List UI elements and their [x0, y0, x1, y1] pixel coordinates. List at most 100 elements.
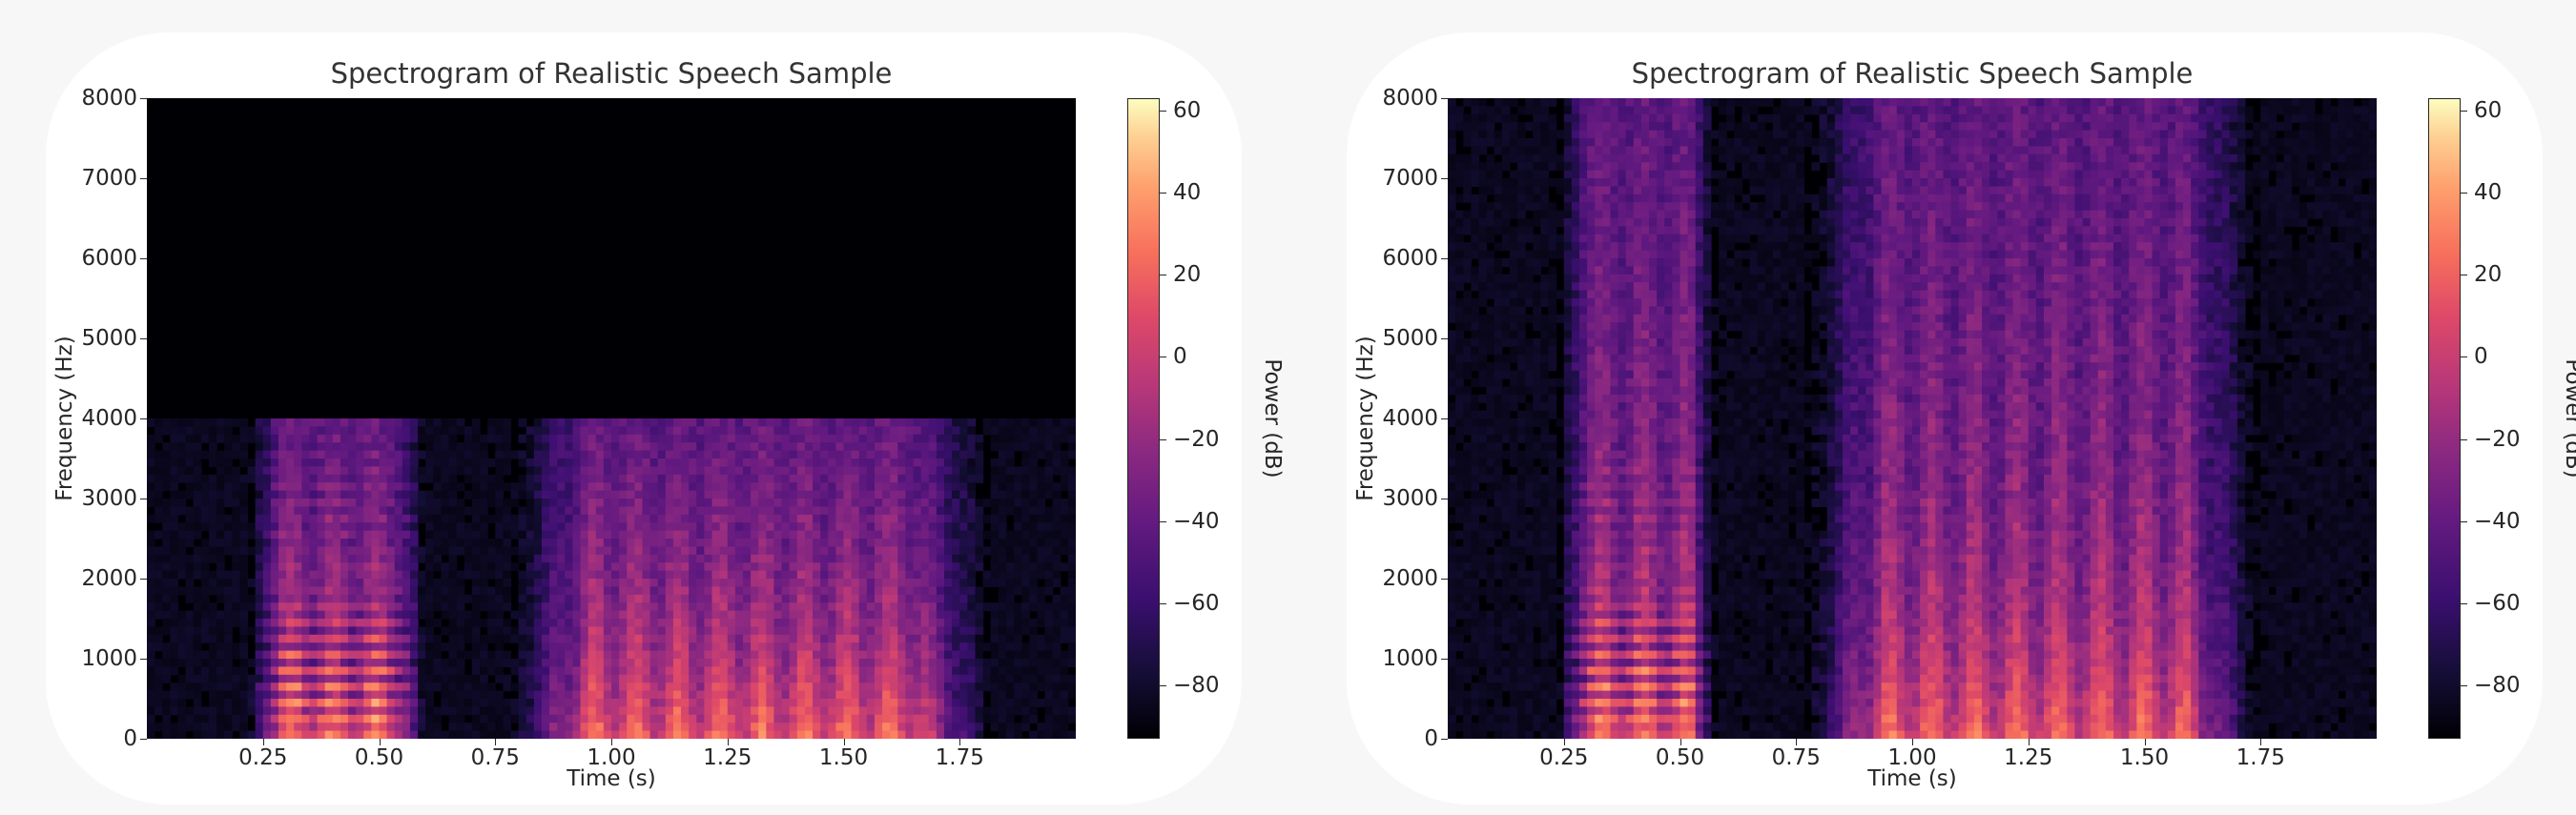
- heatmap-cell: [510, 659, 520, 667]
- heatmap-cell: [734, 539, 744, 547]
- heatmap-cell: [642, 683, 651, 692]
- heatmap-cell: [557, 482, 566, 492]
- heatmap-cell: [920, 570, 930, 580]
- heatmap-cell: [928, 570, 938, 580]
- heatmap-cell: [1029, 706, 1039, 716]
- heatmap-cell: [580, 699, 589, 707]
- heatmap-cell: [603, 442, 612, 452]
- heatmap-cell: [796, 674, 806, 683]
- heatmap-cell: [603, 522, 612, 532]
- heatmap-cell: [627, 546, 635, 556]
- heatmap-cell: [356, 706, 364, 716]
- heatmap-cell: [340, 562, 349, 572]
- heatmap-cell: [959, 602, 968, 612]
- heatmap-cell: [433, 706, 443, 716]
- heatmap-cell: [448, 730, 458, 739]
- heatmap-cell: [510, 522, 520, 532]
- heatmap-cell: [1060, 619, 1069, 627]
- heatmap-cell: [758, 699, 767, 707]
- heatmap-cell: [278, 458, 287, 467]
- heatmap-cell: [162, 674, 171, 683]
- heatmap-cell: [533, 602, 543, 612]
- heatmap-cell: [1455, 554, 1464, 563]
- heatmap-cell: [1471, 418, 1480, 427]
- heatmap-cell: [587, 626, 597, 636]
- heatmap-cell: [657, 659, 667, 667]
- heatmap-cell: [1463, 499, 1472, 507]
- heatmap-cell: [425, 506, 434, 516]
- heatmap-cell: [309, 570, 319, 580]
- heatmap-cell: [1029, 539, 1039, 547]
- heatmap-cell: [471, 466, 481, 476]
- heatmap-cell: [565, 650, 574, 660]
- heatmap-cell: [193, 594, 202, 603]
- heatmap-cell: [789, 674, 798, 683]
- heatmap-cell: [796, 418, 806, 427]
- heatmap-cell: [155, 426, 163, 436]
- heatmap-cell: [487, 514, 496, 523]
- x-tick: [379, 739, 381, 745]
- heatmap-cell: [487, 434, 496, 443]
- heatmap-cell: [1455, 579, 1464, 587]
- heatmap-cell: [773, 634, 783, 643]
- heatmap-cell: [681, 514, 690, 523]
- heatmap-cell: [796, 626, 806, 636]
- heatmap-cell: [1463, 402, 1472, 412]
- heatmap-cell: [262, 594, 272, 603]
- heatmap-cell: [572, 659, 582, 667]
- heatmap-cell: [766, 619, 775, 627]
- heatmap-cell: [1463, 730, 1472, 739]
- x-tick: [611, 739, 612, 745]
- heatmap-cell: [928, 499, 938, 507]
- heatmap-cell: [959, 450, 968, 459]
- heatmap-cell: [580, 690, 589, 700]
- heatmap-cell: [526, 634, 535, 643]
- heatmap-cell: [557, 546, 566, 556]
- heatmap-cell: [208, 482, 217, 492]
- heatmap-cell: [1014, 554, 1022, 563]
- heatmap-cell: [920, 506, 930, 516]
- heatmap-cell: [627, 522, 635, 532]
- heatmap-cell: [533, 666, 543, 676]
- heatmap-cell: [851, 442, 860, 452]
- heatmap-cell: [696, 642, 705, 652]
- heatmap-cell: [627, 442, 635, 452]
- heatmap-cell: [920, 554, 930, 563]
- heatmap-cell: [1021, 562, 1030, 572]
- heatmap-cell: [480, 619, 488, 627]
- heatmap-cell: [781, 634, 791, 643]
- heatmap-cell: [936, 434, 945, 443]
- heatmap-cell: [681, 434, 690, 443]
- heatmap-cell: [1448, 242, 1456, 252]
- heatmap-cell: [944, 586, 953, 596]
- heatmap-cell: [332, 659, 341, 667]
- heatmap-cell: [789, 634, 798, 643]
- heatmap-cell: [270, 699, 279, 707]
- heatmap-cell: [1478, 362, 1488, 372]
- x-tick: [959, 739, 961, 745]
- heatmap-cell: [843, 642, 853, 652]
- heatmap-cell: [758, 539, 767, 547]
- heatmap-cell: [418, 723, 426, 732]
- heatmap-cell: [549, 619, 558, 627]
- heatmap-cell: [363, 619, 372, 627]
- heatmap-cell: [766, 442, 775, 452]
- heatmap-cell: [526, 450, 535, 459]
- heatmap-cell: [813, 426, 821, 436]
- heatmap-cell: [704, 458, 713, 467]
- heatmap-cell: [340, 458, 349, 467]
- heatmap-cell: [193, 650, 202, 660]
- heatmap-cell: [642, 690, 651, 700]
- heatmap-cell: [866, 659, 876, 667]
- heatmap-cell: [1486, 122, 1495, 132]
- heatmap-cell: [751, 546, 759, 556]
- heatmap-cell: [928, 522, 938, 532]
- heatmap-cell: [944, 442, 953, 452]
- heatmap-cell: [820, 434, 829, 443]
- heatmap-cell: [944, 554, 953, 563]
- heatmap-cell: [1455, 706, 1464, 716]
- heatmap-cell: [572, 434, 582, 443]
- heatmap-cell: [858, 482, 868, 492]
- heatmap-cell: [936, 474, 945, 483]
- heatmap-cell: [681, 562, 690, 572]
